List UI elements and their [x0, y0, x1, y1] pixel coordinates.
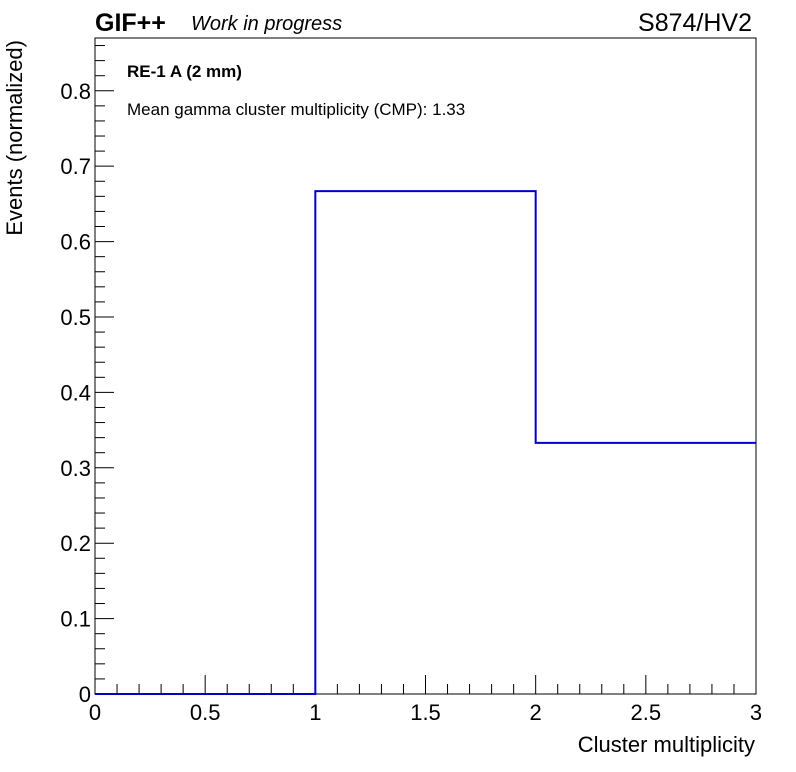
y-axis-title: Events (normalized) — [2, 40, 27, 236]
histogram-outline — [95, 190, 756, 695]
x-tick-label: 3 — [750, 700, 762, 725]
histogram-bin — [315, 191, 535, 694]
x-tick-label: 0 — [89, 700, 101, 725]
y-tick-label: 0 — [79, 682, 91, 707]
x-tick-label: 0.5 — [190, 700, 221, 725]
x-tick-label: 2 — [530, 700, 542, 725]
experiment-label: GIF++ — [95, 9, 166, 37]
y-tick-label: 0.4 — [60, 380, 91, 405]
tick-labels: 0 0.5 1 1.5 2 2.5 3 0 0.1 0.2 0.3 0.4 0.5 0.6 0.7 0.8 — [60, 79, 762, 725]
detector-label: RE-1 A (2 mm) — [127, 62, 242, 81]
x-tick-label: 1.5 — [410, 700, 441, 725]
y-tick-label: 0.3 — [60, 456, 91, 481]
x-axis-title: Cluster multiplicity — [578, 732, 755, 757]
y-tick-label: 0.2 — [60, 531, 91, 556]
y-tick-label: 0.6 — [60, 230, 91, 255]
cmp-label: Mean gamma cluster multiplicity (CMP): 1… — [127, 100, 465, 119]
y-tick-label: 0.8 — [60, 79, 91, 104]
x-tick-label: 2.5 — [631, 700, 662, 725]
y-tick-label: 0.5 — [60, 305, 91, 330]
histogram-bin — [536, 443, 756, 694]
status-label: Work in progress — [191, 13, 342, 35]
run-label: S874/HV2 — [638, 9, 752, 37]
y-tick-label: 0.1 — [60, 607, 91, 632]
y-tick-label: 0.7 — [60, 154, 91, 179]
histogram-bins — [95, 190, 756, 695]
x-tick-label: 1 — [309, 700, 321, 725]
axis-ticks — [94, 45, 757, 695]
